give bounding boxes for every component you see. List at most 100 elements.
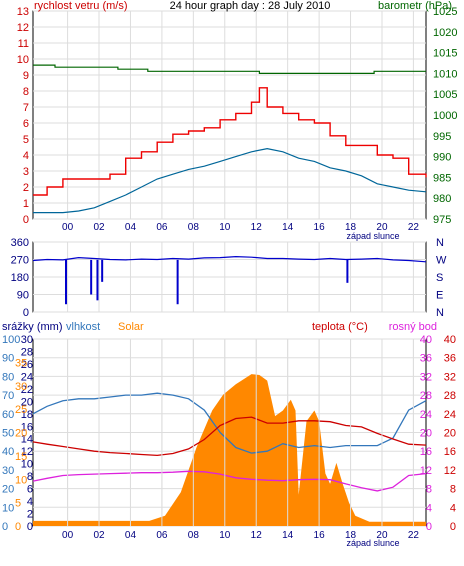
rain-tick-label: 24 (21, 371, 33, 383)
direction-degree-tick-label: 270 (11, 255, 29, 267)
series-avg (33, 147, 427, 214)
temperature-panel: 0246810121416182022242628300102030405060… (2, 321, 456, 548)
temperature-tick-label: 0 (450, 521, 456, 533)
rain-axis-label: srážky (mm) (2, 321, 63, 333)
dew-point-tick-label: 36 (420, 353, 432, 365)
humidity-tick-label: 30 (2, 465, 14, 477)
solar-tick-label: 15 (15, 451, 27, 463)
solar-tick-label: 35 (15, 357, 27, 369)
wind-speed-axis-label: rychlost vetru (m/s) (34, 0, 128, 12)
direction-degree-axis: 0 90 180 270 360 (11, 237, 29, 319)
time-tick-label: 06 (156, 530, 168, 541)
sunset-label-bottom: západ slunce (346, 538, 399, 548)
wind-speed-tick-label: 1 (23, 198, 29, 210)
time-tick-label: 14 (282, 222, 294, 233)
temperature-tick-label: 20 (444, 428, 456, 440)
wind-speed-tick-label: 9 (23, 70, 29, 82)
pressure-tick-label: 1025 (433, 6, 457, 18)
series-direction (32, 255, 427, 263)
dew-point-tick-label: 24 (420, 409, 432, 421)
temperature-tick-label: 28 (444, 390, 456, 402)
direction-compass-tick-label: W (436, 255, 447, 267)
wind-speed-tick-label: 13 (17, 6, 29, 18)
humidity-tick-label: 10 (2, 502, 14, 514)
wind-speed-tick-label: 4 (23, 150, 29, 162)
time-tick-label: 20 (376, 530, 388, 541)
temperature-tick-label: 12 (444, 465, 456, 477)
direction-degree-tick-label: 180 (11, 272, 29, 284)
temperature-tick-label: 32 (444, 371, 456, 383)
humidity-tick-label: 80 (2, 371, 14, 383)
humidity-tick-label: 100 (2, 334, 20, 346)
solar-tick-label: 0 (15, 521, 21, 533)
series-gust (33, 87, 427, 196)
time-tick-label: 08 (188, 530, 200, 541)
series-pressure (33, 64, 426, 74)
pressure-tick-label: 1000 (433, 110, 457, 122)
rain-tick-label: 28 (21, 346, 33, 358)
direction-compass-tick-label: N (436, 307, 444, 319)
time-tick-label: 10 (219, 222, 231, 233)
temperature-tick-label: 4 (450, 502, 456, 514)
dew-point-tick-label: 20 (420, 428, 432, 440)
dew-point-tick-label: 40 (420, 334, 432, 346)
pressure-axis-label: barometr (hPa) (378, 0, 452, 12)
direction-compass-tick-label: E (436, 290, 443, 302)
pressure-tick-label: 995 (433, 131, 451, 143)
rain-tick-label: 2 (27, 509, 33, 521)
direction-degree-tick-label: 360 (11, 237, 29, 249)
time-tick-label: 04 (125, 530, 137, 541)
wind-speed-tick-label: 7 (23, 102, 29, 114)
time-tick-label: 22 (408, 530, 420, 541)
series-dew-point (32, 470, 427, 492)
time-tick-label: 14 (282, 530, 294, 541)
humidity-axis-label: vlhkost (66, 321, 100, 333)
dew-point-tick-label: 12 (420, 465, 432, 477)
temperature-series (32, 339, 427, 526)
time-tick-label: 16 (314, 530, 326, 541)
solar-tick-label: 25 (15, 404, 27, 416)
series-temperature (32, 416, 427, 457)
wind-speed-tick-label: 11 (18, 38, 29, 50)
pressure-tick-label: 1015 (433, 48, 457, 60)
temperature-panel-axes: 0246810121416182022242628300102030405060… (2, 334, 456, 533)
humidity-tick-label: 90 (2, 353, 14, 365)
direction-degree-tick-label: 0 (23, 307, 29, 319)
dew-point-axis-label: rosný bod (389, 321, 437, 333)
pressure-tick-label: 1020 (433, 27, 457, 39)
time-tick-label: 16 (314, 222, 326, 233)
rain-tick-label: 12 (21, 446, 33, 458)
solar-tick-label: 30 (15, 381, 27, 393)
series-humidity (32, 392, 427, 454)
pressure-tick-label: 975 (433, 214, 451, 226)
time-tick-label: 02 (93, 222, 105, 233)
rain-tick-label: 6 (27, 484, 33, 496)
temperature-tick-label: 24 (444, 409, 456, 421)
rain-tick-label: 18 (21, 409, 33, 421)
wind-grid (33, 10, 426, 220)
dew-point-tick-label: 16 (420, 446, 432, 458)
temperature-tick-label: 8 (450, 484, 456, 496)
time-tick-label: 08 (188, 222, 200, 233)
wind-speed-tick-label: 2 (23, 182, 29, 194)
humidity-tick-label: 20 (2, 484, 14, 496)
time-axis-bottom: 00 02 04 06 08 10 12 14 16 18 20 22 (62, 530, 419, 541)
humidity-tick-label: 50 (2, 428, 14, 440)
time-tick-label: 22 (408, 222, 420, 233)
wind-speed-tick-label: 3 (23, 166, 29, 178)
time-tick-label: 20 (376, 222, 388, 233)
humidity-tick-label: 40 (2, 446, 14, 458)
series-solar (33, 374, 426, 526)
time-axis-top: 00 02 04 06 08 10 12 14 16 18 20 22 (62, 222, 419, 233)
dew-point-tick-label: 4 (426, 502, 432, 514)
wind-speed-tick-label: 0 (23, 214, 29, 226)
pressure-tick-label: 1005 (433, 89, 457, 101)
rain-tick-label: 26 (21, 359, 33, 371)
time-tick-label: 18 (345, 530, 357, 541)
direction-series (32, 255, 427, 305)
solar-tick-label: 20 (15, 428, 27, 440)
temperature-tick-label: 16 (444, 446, 456, 458)
direction-grid (33, 241, 426, 313)
